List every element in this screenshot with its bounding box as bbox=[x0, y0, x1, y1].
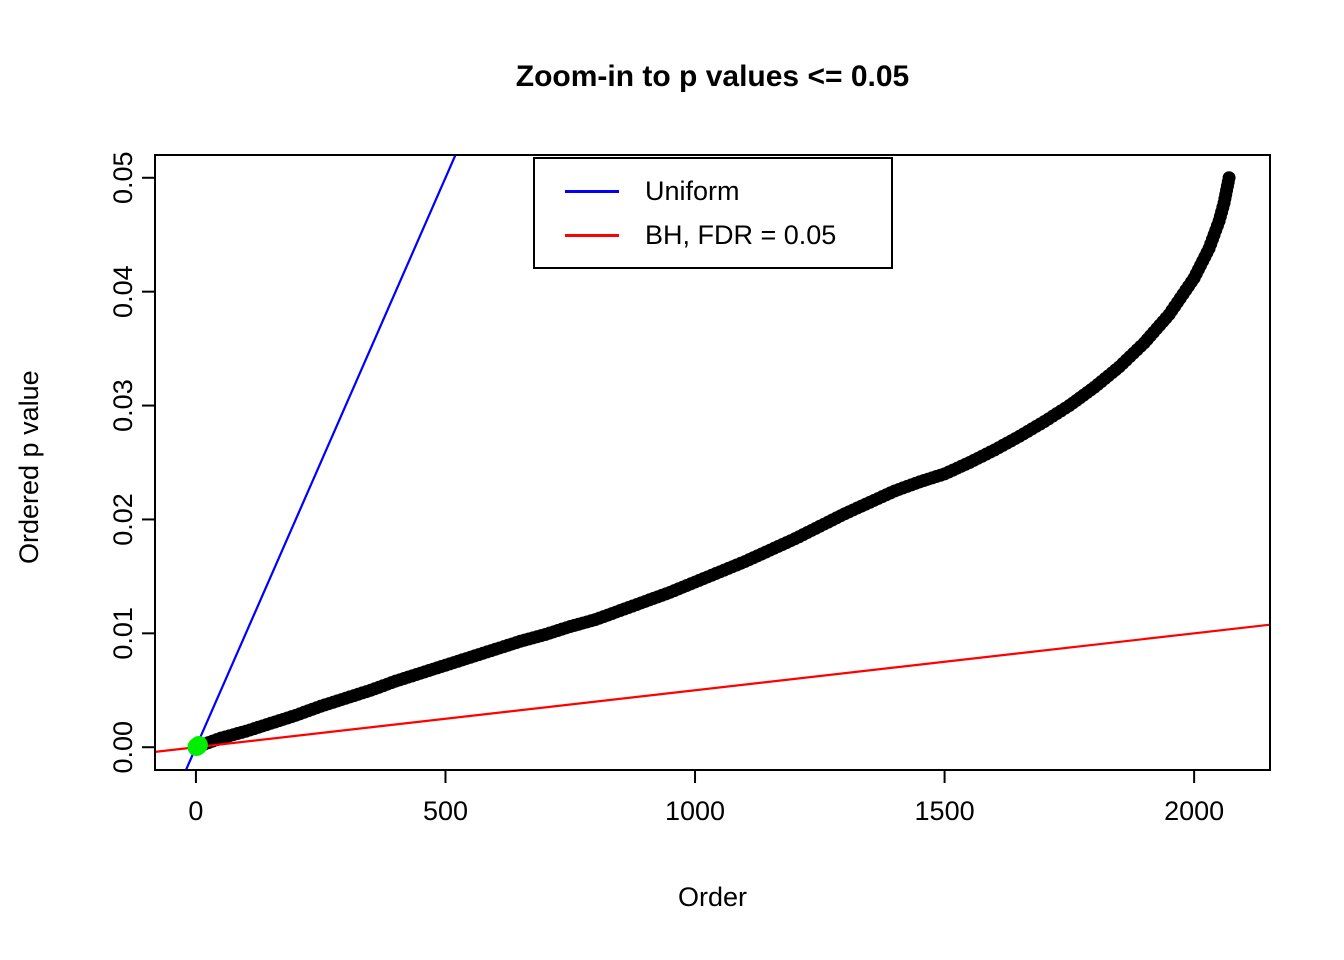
bh-line bbox=[155, 623, 1270, 753]
uniform-line bbox=[184, 155, 457, 770]
legend-swatch bbox=[565, 233, 619, 237]
x-tick-label: 500 bbox=[423, 796, 468, 826]
y-tick-label: 0.04 bbox=[108, 265, 138, 318]
x-tick-label: 1000 bbox=[665, 796, 725, 826]
y-tick-label: 0.01 bbox=[108, 607, 138, 660]
y-tick-label: 0.00 bbox=[108, 721, 138, 774]
x-axis-ticks: 0 500 1000 1500 2000 bbox=[188, 770, 1224, 826]
legend-label: BH, FDR = 0.05 bbox=[645, 219, 837, 250]
y-tick-label: 0.05 bbox=[108, 151, 138, 204]
x-tick-label: 1500 bbox=[915, 796, 975, 826]
legend-label: Uniform bbox=[645, 175, 740, 206]
x-tick-label: 2000 bbox=[1164, 796, 1224, 826]
legend-swatch bbox=[565, 189, 619, 193]
x-tick-label: 0 bbox=[188, 796, 203, 826]
bh-significant-points bbox=[187, 735, 208, 756]
x-axis-label: Order bbox=[677, 882, 748, 912]
y-tick-label: 0.03 bbox=[108, 379, 138, 432]
legend-entry-bh: BH, FDR = 0.05 bbox=[565, 213, 891, 257]
y-axis-ticks: 0.00 0.01 0.02 0.03 0.04 0.05 bbox=[108, 151, 155, 774]
y-tick-label: 0.02 bbox=[108, 493, 138, 546]
y-axis-label: Ordered p value bbox=[14, 370, 44, 564]
plot-border bbox=[154, 154, 1271, 771]
legend-entry-uniform: Uniform bbox=[565, 169, 891, 213]
legend: Uniform BH, FDR = 0.05 bbox=[533, 157, 893, 269]
chart-title: Zoom-in to p values <= 0.05 bbox=[515, 60, 910, 93]
ordered-p-values-points bbox=[189, 171, 1236, 754]
